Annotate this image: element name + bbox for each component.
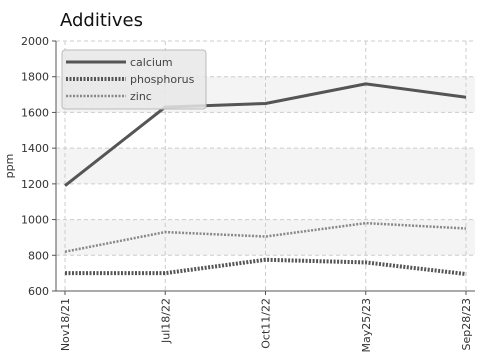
series-line-zinc: [64, 221, 467, 253]
x-tick-label: Sep28/23: [460, 298, 473, 350]
legend-label-zinc: zinc: [130, 90, 152, 103]
series: [64, 82, 467, 277]
y-tick-label: 800: [28, 249, 49, 262]
legend-box: [61, 49, 207, 110]
x-tick-label: Nov18/21: [59, 298, 72, 351]
y-tick-label: 2000: [21, 35, 49, 48]
y-axis-label: ppm: [3, 154, 16, 179]
x-tick-label: Jul18/22: [159, 298, 172, 344]
x-tick-label: May25/23: [360, 298, 373, 352]
y-tick-labels: 600 800 1000 1200 1400 1600 1800 2000: [21, 35, 49, 298]
y-tick-label: 1400: [21, 142, 49, 155]
y-tick-label: 1200: [21, 178, 49, 191]
x-tick-labels: Nov18/21 Jul18/22 Oct11/22 May25/23 Sep28/23: [59, 298, 473, 352]
series-line-phosphorus: [65, 257, 467, 277]
axes: [52, 40, 475, 295]
y-tick-label: 1800: [21, 71, 49, 84]
x-tick-label: Oct11/22: [260, 298, 273, 349]
legend: calcium phosphorus zinc: [61, 49, 207, 110]
y-tick-label: 1600: [21, 106, 49, 119]
legend-label-phosphorus: phosphorus: [130, 73, 195, 86]
y-tick-label: 600: [28, 285, 49, 298]
y-tick-label: 1000: [21, 214, 49, 227]
legend-label-calcium: calcium: [130, 56, 173, 69]
chart-title: Additives: [60, 10, 143, 31]
series-line-calcium: [64, 82, 467, 187]
